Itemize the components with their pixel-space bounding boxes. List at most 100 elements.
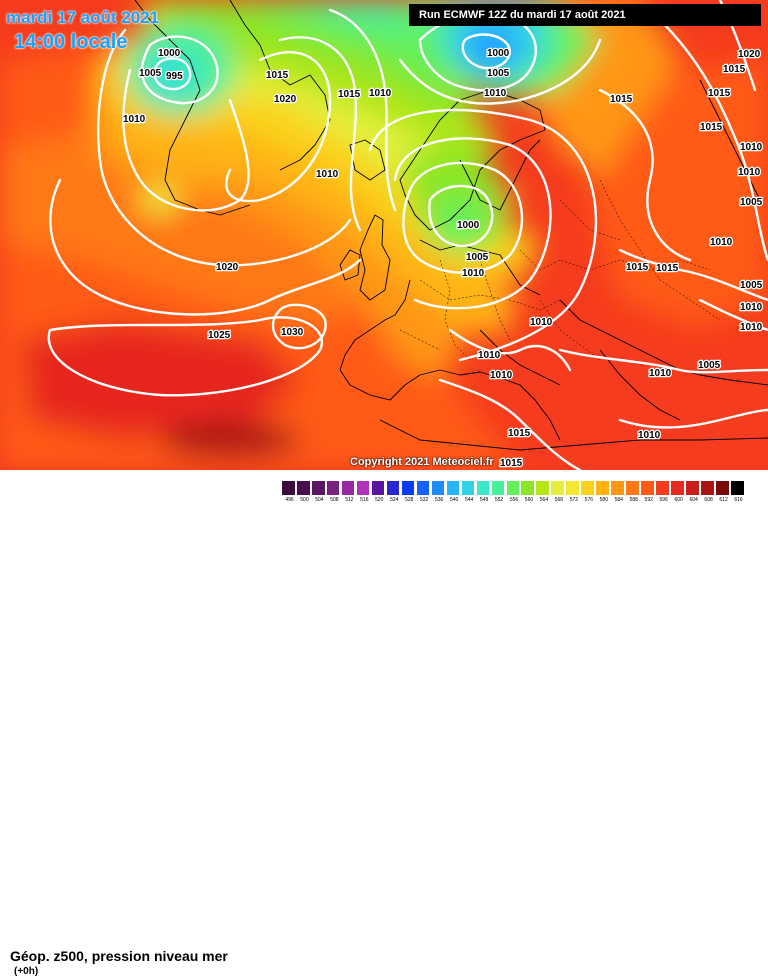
scale-label: 524 bbox=[390, 497, 399, 503]
scale-label: 516 bbox=[360, 497, 369, 503]
scale-step: 588 bbox=[626, 481, 640, 509]
scale-label: 588 bbox=[629, 497, 638, 503]
isobar-label: 1010 bbox=[316, 169, 339, 180]
scale-step: 544 bbox=[461, 481, 476, 509]
isobar-label: 1000 bbox=[487, 48, 510, 59]
scale-step: 504 bbox=[311, 481, 326, 509]
scale-step: 616 bbox=[731, 481, 745, 509]
scale-step: 608 bbox=[701, 481, 715, 509]
isobar-label: 1010 bbox=[710, 237, 733, 248]
isobar-label: 1010 bbox=[490, 370, 513, 381]
scale-swatch bbox=[401, 481, 416, 495]
isobar-label: 1025 bbox=[208, 330, 231, 341]
scale-swatch bbox=[311, 481, 326, 495]
scale-label: 604 bbox=[689, 497, 698, 503]
scale-label: 608 bbox=[704, 497, 713, 503]
scale-step: 520 bbox=[371, 481, 386, 509]
scale-label: 500 bbox=[300, 497, 309, 503]
scale-swatch bbox=[596, 481, 610, 495]
scale-swatch bbox=[491, 481, 506, 495]
scale-swatch bbox=[701, 481, 715, 495]
scale-step: 596 bbox=[656, 481, 670, 509]
scale-swatch bbox=[282, 481, 296, 495]
isobar-label: 1030 bbox=[281, 327, 304, 338]
scale-label: 568 bbox=[554, 497, 564, 503]
isobar-label: 1020 bbox=[216, 262, 239, 273]
scale-swatch bbox=[521, 481, 536, 495]
scale-swatch bbox=[296, 481, 311, 495]
scale-step: 604 bbox=[686, 481, 700, 509]
scale-label: 572 bbox=[569, 497, 579, 503]
isobar-label: 1000 bbox=[457, 220, 480, 231]
scale-label: 508 bbox=[330, 497, 339, 503]
scale-step: 568 bbox=[551, 481, 565, 509]
scale-swatch bbox=[506, 481, 521, 495]
isobar-labels: 1000 995 1005 1010 1015 1020 1010 1015 1… bbox=[122, 47, 764, 470]
scale-step: 584 bbox=[611, 481, 625, 509]
scale-label: 564 bbox=[539, 497, 549, 503]
scale-label: 528 bbox=[405, 497, 414, 503]
scale-step: 516 bbox=[356, 481, 371, 509]
scale-label: 592 bbox=[644, 497, 653, 503]
isobar-label: 1005 bbox=[466, 252, 489, 263]
isobar-label: 1010 bbox=[484, 88, 507, 99]
isobar-label: 1010 bbox=[530, 317, 553, 328]
scale-swatch bbox=[356, 481, 371, 495]
scale-label: 596 bbox=[659, 497, 668, 503]
scale-step: 496 bbox=[282, 481, 296, 509]
scale-swatch bbox=[536, 481, 551, 495]
scale-swatch bbox=[611, 481, 625, 495]
scale-swatch bbox=[446, 481, 461, 495]
color-scale: 496 500 504 508 512 516 520 524 528 532 536 540 544 5… bbox=[282, 481, 746, 509]
scale-step: 580 bbox=[596, 481, 610, 509]
scale-step: 532 bbox=[416, 481, 431, 509]
scale-label: 600 bbox=[674, 497, 683, 503]
scale-swatch bbox=[386, 481, 401, 495]
forecast-date: mardi 17 août 2021 bbox=[6, 8, 160, 27]
scale-swatch bbox=[326, 481, 341, 495]
scale-label: 616 bbox=[734, 497, 743, 503]
scale-swatch bbox=[731, 481, 745, 495]
scale-swatch bbox=[641, 481, 655, 495]
isobar-label: 1010 bbox=[740, 302, 763, 313]
scale-step: 528 bbox=[401, 481, 416, 509]
scale-label: 612 bbox=[719, 497, 728, 503]
z500-color-field bbox=[0, 0, 768, 470]
scale-label: 544 bbox=[464, 497, 474, 503]
scale-step: 592 bbox=[641, 481, 655, 509]
isobar-label: 1000 bbox=[158, 48, 181, 59]
isobar-label: 1010 bbox=[123, 114, 146, 125]
isobar-label: 1010 bbox=[369, 88, 392, 99]
model-run-info: Run ECMWF 12Z du mardi 17 août 2021 bbox=[409, 4, 761, 26]
isobar-label: 1010 bbox=[462, 268, 485, 279]
scale-step: 512 bbox=[341, 481, 356, 509]
scale-swatch bbox=[551, 481, 565, 495]
isobar-label: 1010 bbox=[740, 142, 763, 153]
scale-swatch bbox=[581, 481, 595, 495]
scale-label: 560 bbox=[524, 497, 534, 503]
scale-swatch bbox=[626, 481, 640, 495]
isobar-label: 1020 bbox=[738, 49, 761, 60]
scale-label: 556 bbox=[509, 497, 519, 503]
isobar-label: 1010 bbox=[478, 350, 501, 361]
forecast-time: 14:00 locale bbox=[14, 31, 128, 53]
country-borders bbox=[399, 179, 721, 361]
isobar-label: 995 bbox=[166, 71, 183, 82]
scale-step: 572 bbox=[566, 481, 580, 509]
scale-step: 556 bbox=[506, 481, 521, 509]
scale-swatch bbox=[671, 481, 685, 495]
scale-swatch bbox=[371, 481, 386, 495]
scale-swatch bbox=[716, 481, 730, 495]
scale-step: 612 bbox=[716, 481, 730, 509]
scale-swatch bbox=[416, 481, 431, 495]
scale-swatch bbox=[686, 481, 700, 495]
isobar-label: 1005 bbox=[740, 280, 763, 291]
scale-swatch bbox=[566, 481, 580, 495]
isobar-label: 1005 bbox=[740, 197, 763, 208]
scale-label: 532 bbox=[420, 497, 429, 503]
isobar-label: 1005 bbox=[139, 68, 162, 79]
scale-label: 584 bbox=[614, 497, 623, 503]
scale-label: 580 bbox=[599, 497, 608, 503]
scale-step: 552 bbox=[491, 481, 506, 509]
